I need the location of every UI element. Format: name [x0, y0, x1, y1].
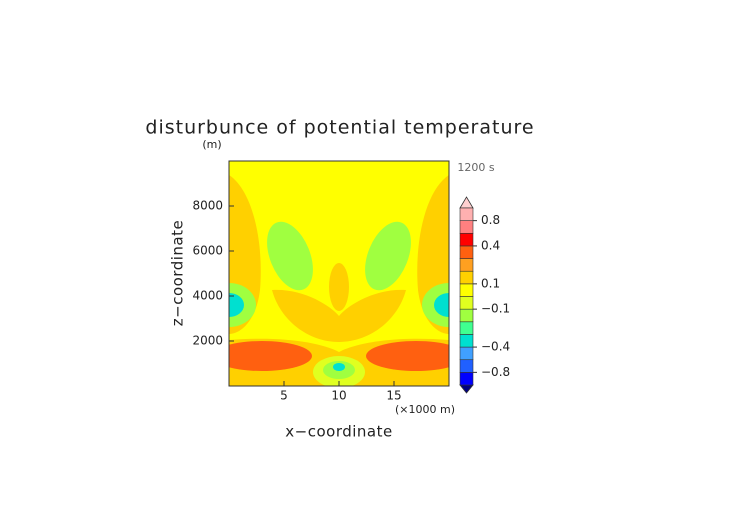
colorbar-tick-label: 0.1	[481, 276, 500, 290]
contour-region	[267, 221, 313, 291]
colorbar-extend-top	[459, 196, 474, 209]
colorbar-tick-label: −0.4	[481, 340, 510, 354]
y-tick-label: 2000	[192, 334, 223, 348]
colorbar-box	[459, 346, 474, 361]
contour-region	[229, 293, 244, 317]
colorbar-tick-label: −0.8	[481, 365, 510, 379]
chart-title: disturbunce of potential temperature	[145, 117, 534, 139]
colorbar-box	[459, 359, 474, 373]
colorbar-box	[459, 308, 474, 323]
colorbar-box	[459, 207, 474, 221]
contour-region	[329, 263, 349, 311]
colorbar-box	[459, 283, 474, 297]
colorbar: 0.8 0.4 0.1 −0.1 −0.4 −0.8	[459, 196, 510, 394]
colorbar-extend-bottom	[459, 384, 474, 394]
colorbar-box	[459, 372, 474, 386]
time-label: 1200 s	[457, 161, 494, 174]
x-tick-label: 10	[331, 389, 346, 403]
contour-field	[229, 161, 449, 386]
colorbar-tick-label: −0.1	[481, 302, 510, 316]
colorbar-box	[459, 270, 474, 285]
contour-region	[272, 289, 406, 342]
contour-region	[333, 363, 345, 371]
x-axis-label: x−coordinate	[285, 423, 392, 441]
x-tick-label: 5	[280, 389, 288, 403]
contour-region	[434, 293, 449, 317]
colorbar-tick-label: 0.8	[481, 213, 500, 227]
colorbar-box	[459, 232, 474, 247]
colorbar-box	[459, 258, 474, 272]
y-tick-label: 6000	[192, 244, 223, 258]
colorbar-tick-label: 0.4	[481, 238, 500, 252]
y-axis-label: z−coordinate	[169, 220, 187, 326]
colorbar-box	[459, 220, 474, 234]
y-tick-label: 8000	[192, 199, 223, 213]
colorbar-box	[459, 334, 474, 348]
x-tick-label: 15	[386, 389, 401, 403]
colorbar-box	[459, 245, 474, 259]
contour-region	[229, 341, 312, 371]
colorbar-box	[459, 321, 474, 335]
contour-region	[365, 221, 411, 291]
colorbar-box	[459, 296, 474, 310]
x-unit: (×1000 m)	[395, 403, 455, 416]
contour-region	[366, 341, 449, 371]
y-tick-label: 4000	[192, 289, 223, 303]
y-unit: (m)	[202, 138, 221, 151]
